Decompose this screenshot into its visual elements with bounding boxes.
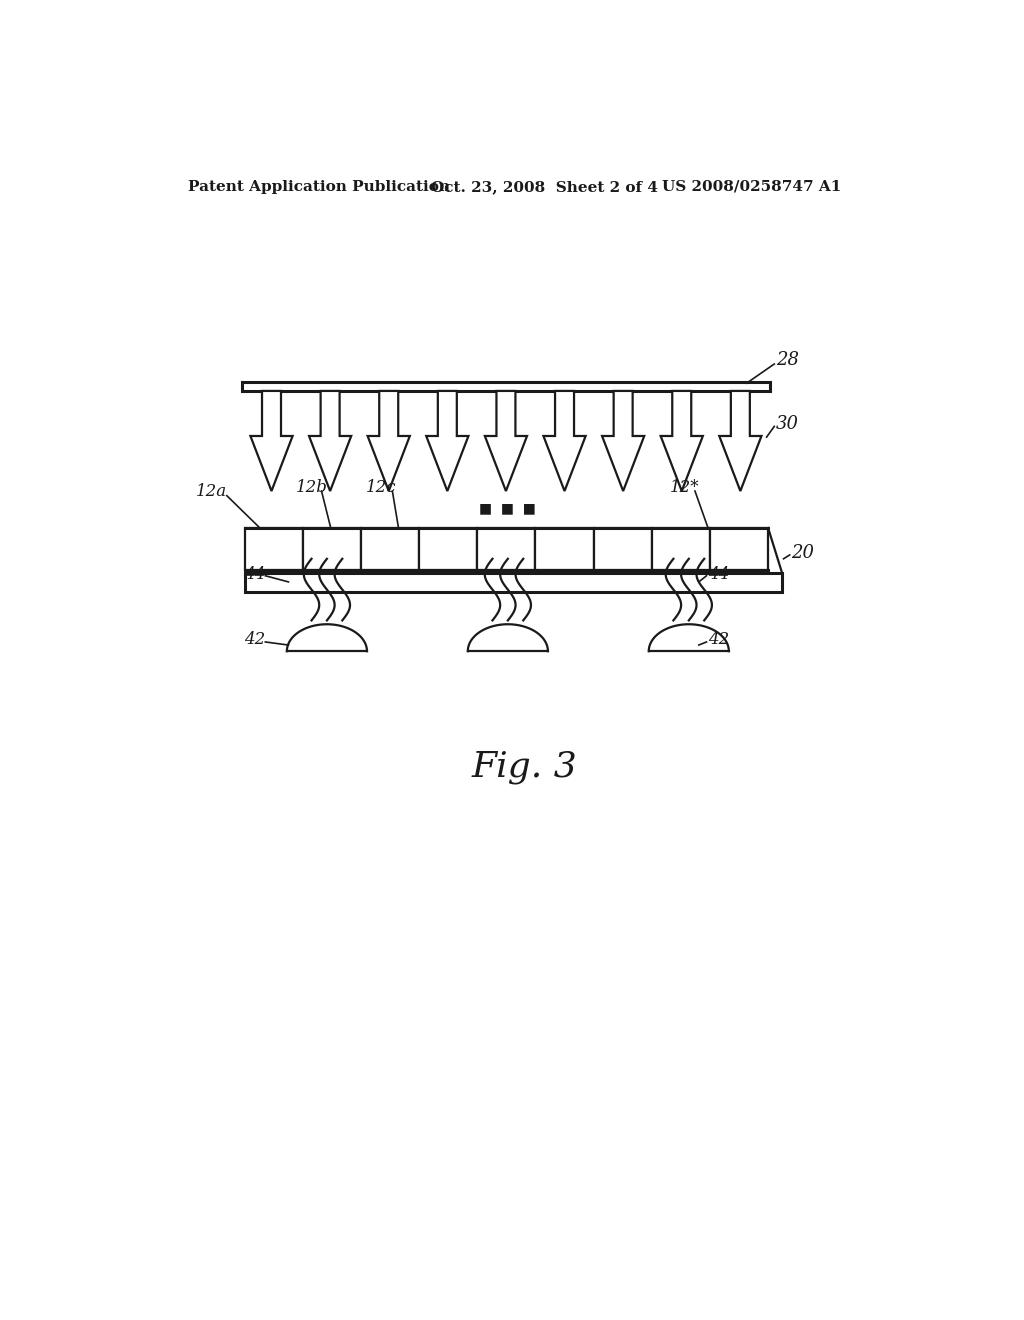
Polygon shape [710, 528, 768, 570]
Text: 20: 20 [792, 544, 814, 561]
Text: 12c: 12c [367, 479, 396, 496]
Text: Oct. 23, 2008  Sheet 2 of 4: Oct. 23, 2008 Sheet 2 of 4 [431, 180, 657, 194]
Polygon shape [251, 391, 293, 491]
Polygon shape [245, 573, 782, 591]
Polygon shape [360, 528, 419, 570]
Polygon shape [309, 391, 351, 491]
Polygon shape [594, 528, 651, 570]
Polygon shape [719, 391, 762, 491]
Polygon shape [484, 391, 527, 491]
Text: 44: 44 [245, 566, 266, 582]
Polygon shape [243, 381, 770, 391]
Polygon shape [660, 391, 702, 491]
Text: 12a: 12a [196, 483, 227, 499]
Polygon shape [426, 391, 468, 491]
Polygon shape [303, 528, 360, 570]
Text: 30: 30 [776, 414, 799, 433]
Polygon shape [477, 528, 536, 570]
Polygon shape [544, 391, 586, 491]
Polygon shape [536, 528, 594, 570]
Text: 12*: 12* [670, 479, 699, 496]
Polygon shape [651, 528, 710, 570]
Polygon shape [602, 391, 644, 491]
Text: Patent Application Publication: Patent Application Publication [188, 180, 451, 194]
Text: 44: 44 [708, 566, 729, 582]
Text: ■  ■  ■: ■ ■ ■ [479, 502, 537, 516]
Polygon shape [368, 391, 410, 491]
Text: Fig. 3: Fig. 3 [472, 750, 578, 784]
Text: 42: 42 [708, 631, 729, 648]
Polygon shape [419, 528, 477, 570]
Text: US 2008/0258747 A1: US 2008/0258747 A1 [662, 180, 842, 194]
Text: 28: 28 [776, 351, 799, 370]
Text: 42: 42 [245, 631, 266, 648]
Polygon shape [245, 528, 303, 570]
Text: 12b: 12b [296, 479, 328, 496]
